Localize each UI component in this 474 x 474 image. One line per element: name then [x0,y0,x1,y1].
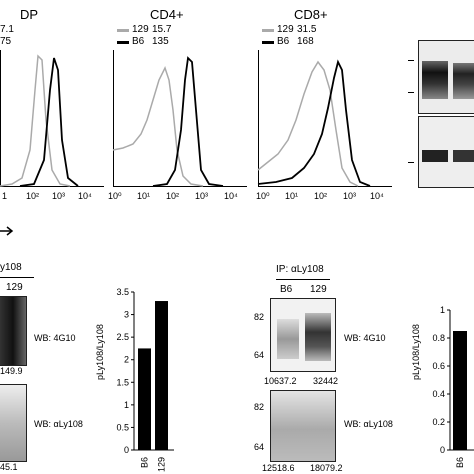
cd8-histogram [258,50,392,187]
y-tick-label: 0 [440,445,445,455]
y-tick-label: 0.5 [116,422,129,432]
y-tick-label: 0 [124,445,129,455]
band [277,319,299,359]
bar2-ylabel: pLy108/Ly108 [411,324,421,380]
cd4-legend-b6-value: 135 [152,36,169,47]
bar2-svg: 0 0.2 0.4 0.6 0.8 1 B6 [432,305,474,468]
cd4-legend-129-label: 129 [132,24,149,35]
y-tick-label: 1 [124,400,129,410]
cd8-legend-b6-swatch [262,41,274,44]
mid-blot-lane-b6: B6 [280,284,293,295]
dp-tick-3: 10³ [52,191,66,201]
topright-blot-upper [418,40,474,114]
band [422,61,448,99]
left-blot-wb2: WB: αLy108 [34,419,83,429]
y-tick-label: 2.5 [116,332,129,342]
cd4-tick-5: 10⁴ [224,191,238,201]
cd4-legend-b6-label: B6 [132,36,145,47]
dp-histogram [0,50,104,187]
mid-blot-lane-129: 129 [310,284,327,295]
left-blot-upper [0,296,27,366]
bar1-ylabel: pLy108/Ly108 [95,324,105,380]
dp-legend-129-value: 7.1 [0,24,14,35]
dp-tick-2: 10² [26,191,40,201]
dp-curves [0,54,79,187]
left-blot-bracket [0,277,34,278]
mid-blot-ip: IP: αLy108 [276,264,324,275]
mid-blot-mw1-82: 82 [254,312,265,322]
cd4-curves [112,56,224,187]
y-tick-label: 3.5 [116,287,129,297]
x-tick-label: B6 [455,457,465,468]
mid-blot-lower [270,390,336,462]
cd8-legend-b6-label: B6 [277,36,290,47]
cd4-legend-129-value: 15.7 [152,24,172,35]
left-blot-lower [0,384,27,462]
mid-blot-q1-129: 32442 [313,376,339,386]
left-blot-lane-129: 129 [6,282,23,293]
mid-blot-mw2-64: 64 [254,442,265,452]
y-tick-label: 3 [124,310,129,320]
bar [138,348,151,450]
mid-blot-q2-129: 18079.2 [310,463,343,473]
x-tick-label: B6 [140,457,150,468]
dp-title: DP [20,7,39,22]
cd4-legend-b6-swatch [117,41,129,44]
cd8-tick-3: 10² [314,191,328,201]
mid-blot-wb2: WB: αLy108 [344,419,393,429]
dp-tick-1: 1 [2,191,8,201]
cd8-tick-1: 10⁰ [256,191,270,201]
bar [453,331,467,450]
cd8-legend-129-swatch [262,29,274,32]
y-tick-label: 1.5 [116,377,129,387]
cd4-tick-1: 10⁰ [108,191,122,201]
cd8-curves [257,59,371,187]
cd8-tick-5: 10⁴ [370,191,384,201]
y-tick-label: 1 [440,305,445,315]
band [305,313,331,361]
left-blot-q1: 149.9 [0,366,23,376]
x-tick-label: 129 [157,457,167,472]
cd8-legend-b6-value: 168 [297,36,314,47]
cd4-legend-129-swatch [117,29,129,32]
bar [155,301,168,450]
cd8-tick-4: 10³ [343,191,357,201]
band [422,150,448,162]
cd8-tick-2: 10¹ [285,191,299,201]
band [453,150,474,162]
bar1-svg: 0 0.5 1 1.5 2 2.5 3 3.5 B6 129 [116,287,174,472]
topright-blot-lower [418,116,474,188]
cd4-tick-4: 10³ [195,191,209,201]
mid-blot-q2-b6: 12518.6 [262,463,295,473]
band [453,63,474,99]
dp-legend-b6-value: 75 [0,36,12,47]
y-tick-label: 0.2 [432,417,445,427]
mid-blot-mw1-64: 64 [254,350,265,360]
dp-tick-4: 10⁴ [78,191,92,201]
y-tick-label: 0.8 [432,333,445,343]
cd4-histogram [113,50,247,187]
mid-blot-bracket [276,279,330,280]
left-blot-q2: 45.1 [0,462,18,472]
cd4-tick-2: 10¹ [137,191,151,201]
mw-tick [408,92,414,93]
mid-blot-mw2-82: 82 [254,402,265,412]
cd8-legend-129-value: 31.5 [297,24,317,35]
mw-tick [408,60,414,61]
y-tick-label: 0.6 [432,361,445,371]
cd4-title: CD4+ [150,7,184,22]
cd8-title: CD8+ [294,7,328,22]
mid-blot-q1-b6: 10637.2 [264,376,297,386]
cd8-legend-129-label: 129 [277,24,294,35]
mw-tick [408,162,414,163]
y-tick-label: 0.4 [432,389,445,399]
left-blot-wb1: WB: 4G10 [34,333,76,343]
left-blot-header: y108 [0,262,22,273]
mid-blot-wb1: WB: 4G10 [344,333,386,343]
y-tick-label: 2 [124,355,129,365]
cd4-tick-3: 10² [166,191,180,201]
mid-blot-upper [270,298,336,372]
arrow-icon [0,226,14,236]
